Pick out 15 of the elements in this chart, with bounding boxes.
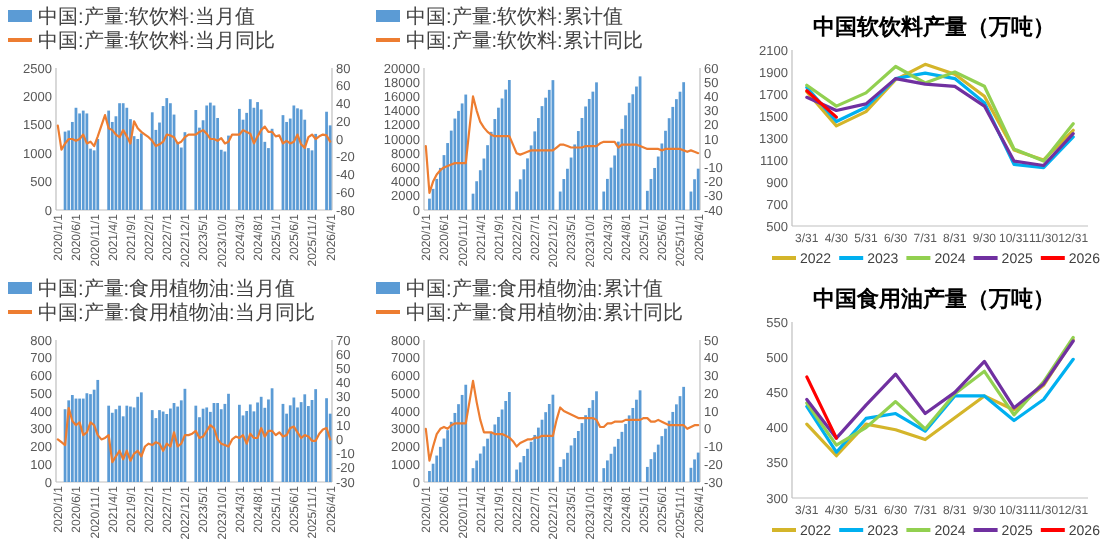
legend-label: 中国:产量:食用植物油:累计值 [406,277,663,301]
legend-label: 中国:产量:食用植物油:当月同比 [38,301,315,325]
legend-label: 中国:产量:软饮料:累计同比 [406,29,643,53]
chart-title: 中国食用油产量（万吨） [813,286,1055,312]
line-series [56,407,332,464]
legend-label: 中国:产量:软饮料:当月同比 [38,29,275,53]
line-series [424,379,700,462]
legend-label: 中国:产量:食用植物油:当月值 [38,277,295,301]
line-series [805,357,1075,454]
line-series [56,113,332,151]
legend-label: 中国:产量:软饮料:累计值 [406,5,623,29]
legend-label: 中国:产量:软饮料:当月值 [38,5,255,29]
legend-label: 中国:产量:食用植物油:累计同比 [406,301,683,325]
chart-title: 中国软饮料产量（万吨） [813,14,1055,40]
line-series [424,95,700,195]
